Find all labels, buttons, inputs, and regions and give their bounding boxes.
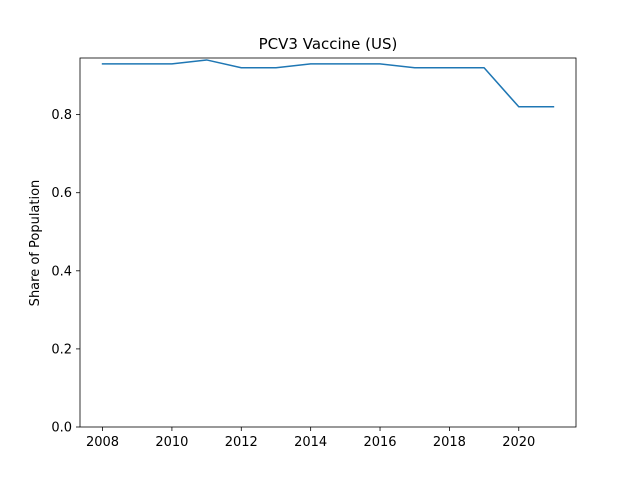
x-tick-label: 2016 [363,435,396,450]
series-line-0 [101,59,555,108]
chart-title: PCV3 Vaccine (US) [259,35,398,53]
x-tick-label: 2012 [225,435,258,450]
y-tick-label: 0.4 [51,264,72,279]
y-tick-label: 0.0 [51,421,72,436]
x-tick-label: 2020 [502,435,535,450]
x-tick-label: 2010 [155,435,188,450]
x-tick-label: 2018 [433,435,466,450]
y-tick-label: 0.8 [51,108,72,123]
x-tick-label: 2008 [86,435,119,450]
y-axis-label: Share of Population [28,180,43,307]
y-tick-label: 0.6 [51,186,72,201]
y-tick-label: 0.2 [51,342,72,357]
plot-frame [79,57,577,428]
x-tick-label: 2014 [294,435,327,450]
